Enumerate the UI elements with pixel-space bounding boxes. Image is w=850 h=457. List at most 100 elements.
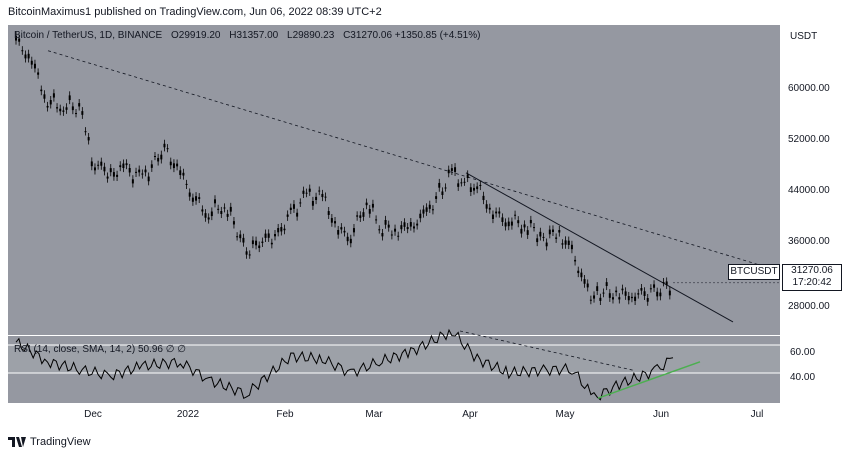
candle-body: [150, 164, 153, 168]
candle-body: [125, 163, 128, 166]
candle-body: [84, 131, 87, 133]
candle-body: [514, 214, 517, 216]
candle-body: [498, 211, 501, 214]
candle-body: [191, 197, 194, 202]
candle-body: [270, 242, 273, 245]
open-value: 29919.20: [178, 30, 221, 41]
candle-body: [406, 227, 409, 230]
candle-body: [611, 297, 614, 300]
publish-header: BitcoinMaximus1 published on TradingView…: [8, 6, 382, 18]
candle-body: [580, 272, 583, 278]
candle-body: [71, 106, 74, 111]
candle-body: [596, 286, 599, 291]
symbol-legend: Bitcoin / TetherUS, 1D, BINANCE O29919.2…: [14, 30, 480, 41]
candle-body: [305, 192, 308, 194]
candle-body: [356, 215, 359, 217]
candle-body: [49, 100, 52, 105]
candle-body: [229, 206, 232, 212]
candle-body: [100, 161, 103, 166]
last-price-value: 31270.06: [791, 265, 833, 276]
candle-body: [226, 213, 229, 217]
candle-body: [116, 174, 119, 177]
rsi-legend: RSI (14, close, SMA, 14, 2) 50.96 ∅ ∅: [14, 344, 186, 355]
candle-body: [198, 197, 201, 199]
time-tick: Jul: [750, 409, 764, 420]
rsi-line: [15, 328, 674, 401]
time-axis[interactable]: Dec 2022 Feb Mar Apr May Jun Jul: [8, 403, 780, 425]
candle-body: [267, 233, 270, 238]
time-tick: May: [555, 409, 575, 420]
candle-body: [378, 229, 381, 231]
candle-body: [526, 230, 529, 235]
candle-body: [488, 207, 491, 210]
close-key: C: [343, 30, 351, 41]
candle-body: [624, 291, 627, 296]
chart-area[interactable]: Bitcoin / TetherUS, 1D, BINANCE O29919.2…: [8, 25, 780, 403]
candle-body: [112, 172, 115, 177]
candle-body: [59, 108, 62, 112]
candle-body: [352, 228, 355, 233]
candle-body: [68, 95, 71, 101]
candle-body: [236, 236, 239, 238]
footer[interactable]: TradingView: [8, 436, 91, 448]
rsi-extra: ∅ ∅: [165, 344, 186, 355]
candle-body: [668, 290, 671, 296]
low-key: L: [287, 30, 293, 41]
candle-body: [555, 237, 558, 239]
candle-body: [665, 281, 668, 285]
countdown-value: 17:20:42: [792, 277, 832, 288]
high-value: 31357.00: [236, 30, 279, 41]
time-tick: Mar: [365, 409, 383, 420]
candle-body: [476, 186, 479, 190]
candle-body: [444, 187, 447, 189]
candle-body: [321, 193, 324, 198]
candle-body: [81, 111, 84, 115]
candle-body: [564, 240, 567, 245]
candle-body: [311, 201, 314, 206]
candle-body: [523, 224, 526, 228]
candle-body: [160, 154, 163, 160]
price-tick: 36000.00: [788, 236, 830, 247]
candle-body: [621, 288, 624, 291]
candle-body: [56, 107, 59, 109]
candle-body: [545, 242, 548, 247]
candle-body: [264, 233, 267, 238]
candle-body: [412, 226, 415, 229]
candle-body: [258, 245, 261, 249]
candle-body: [419, 213, 422, 219]
candle-body: [248, 254, 251, 256]
candle-body: [416, 223, 419, 226]
candle-body: [220, 210, 223, 214]
price-axis[interactable]: USDT 60000.00 52000.00 44000.00 36000.00…: [780, 25, 850, 403]
candle-body: [577, 270, 580, 274]
candle-body: [640, 288, 643, 291]
candle-body: [574, 259, 577, 262]
candle-body: [533, 227, 536, 229]
price-tick: 44000.00: [788, 185, 830, 196]
candle-body: [630, 296, 633, 299]
candle-body: [308, 188, 311, 192]
footer-brand: TradingView: [30, 436, 91, 448]
candle-body: [93, 167, 96, 171]
candle-body: [659, 292, 662, 297]
candle-body: [346, 236, 349, 242]
candle-body: [37, 72, 40, 75]
candle-body: [507, 221, 510, 227]
candle-body: [365, 202, 368, 206]
candle-body: [274, 234, 277, 237]
candle-body: [394, 228, 397, 232]
candle-body: [510, 221, 513, 226]
rsi-support-trendline: [597, 361, 701, 399]
candle-body: [62, 110, 65, 112]
candle-body: [450, 168, 453, 171]
candle-body: [131, 179, 134, 184]
high-key: H: [229, 30, 237, 41]
candle-body: [400, 225, 403, 230]
candle-body: [176, 163, 179, 167]
candle-body: [135, 171, 138, 173]
candle-body: [447, 169, 450, 174]
candle-body: [78, 103, 81, 107]
candle-body: [327, 211, 330, 215]
candle-body: [204, 213, 207, 218]
candle-body: [570, 244, 573, 250]
